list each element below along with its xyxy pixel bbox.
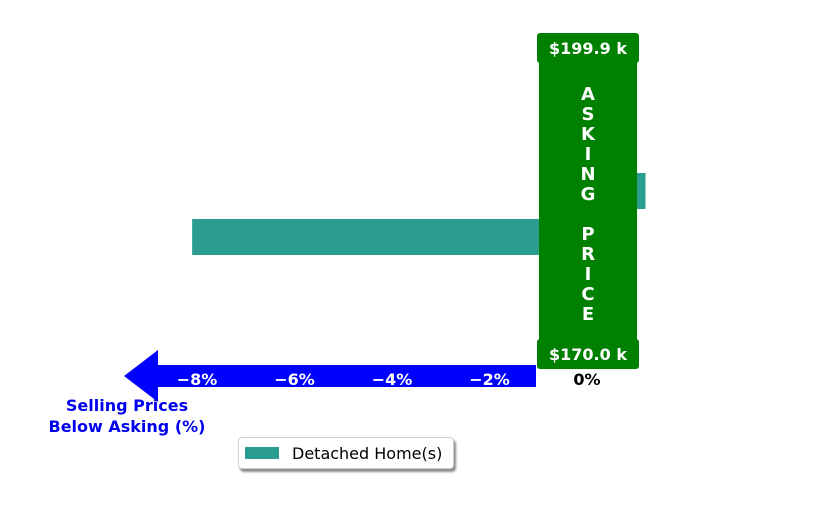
bottom-price-label: $170.0 k xyxy=(549,345,627,364)
band-letter-5: G xyxy=(581,184,596,205)
band-letter-3: I xyxy=(585,144,592,165)
x-axis-label-line-0: Selling Prices xyxy=(66,396,188,415)
band-letter-1: S xyxy=(582,104,595,125)
bottom-price-box xyxy=(537,339,639,369)
band-letter-11: E xyxy=(582,304,594,325)
x-tick-label-1: −6% xyxy=(274,370,315,389)
band-letter-0: A xyxy=(581,84,595,105)
band-letter-9: I xyxy=(585,264,592,285)
band-letter-8: R xyxy=(581,244,595,265)
x-axis-label-line-1: Below Asking (%) xyxy=(49,417,206,436)
top-price-label: $199.9 k xyxy=(549,39,627,58)
legend-swatch xyxy=(245,447,279,459)
band-letter-2: K xyxy=(581,124,596,145)
asking-price-band xyxy=(539,34,637,368)
x-tick-label-3: −2% xyxy=(469,370,510,389)
x-tick-label-0: −8% xyxy=(177,370,218,389)
bar-1 xyxy=(192,219,587,255)
band-letter-10: C xyxy=(581,284,594,305)
band-letter-4: N xyxy=(580,164,595,185)
x-tick-label-2: −4% xyxy=(372,370,413,389)
top-price-box xyxy=(537,33,639,63)
legend-label: Detached Home(s) xyxy=(292,443,443,463)
x-tick-label-4: 0% xyxy=(573,370,600,389)
legend: Detached Home(s) xyxy=(238,437,454,469)
band-letter-7: P xyxy=(581,224,594,245)
axis-arrow xyxy=(124,350,536,402)
